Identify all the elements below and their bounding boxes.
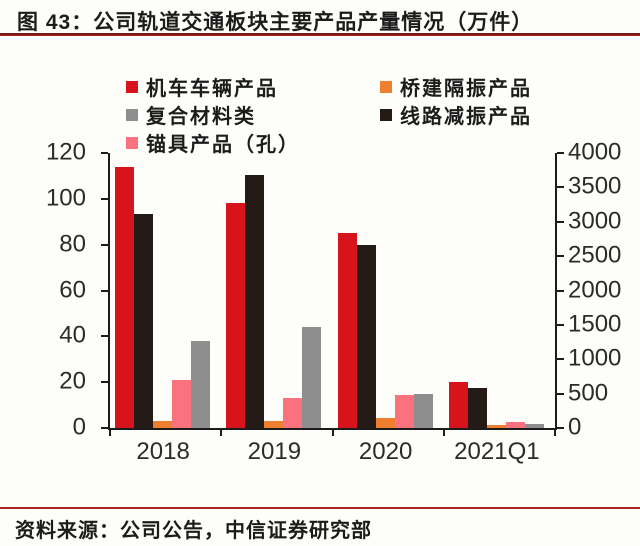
right-axis-tick-label: 0 [568,413,582,441]
bar-locomotive-rolling-stock-2019 [226,203,246,428]
legend-swatch-black [380,108,392,121]
x-axis-tick [442,430,445,436]
bar-anchorage-products-2020 [394,394,414,428]
right-axis-labels: 0 500 1000 1500 2000 2500 3000 3500 4000 [568,138,638,440]
figure-title: 图 43：公司轨道交通板块主要产品产量情况（万件） [17,11,534,34]
right-axis-tick [557,289,564,292]
left-axis-tick [101,197,108,200]
legend-label: 桥建隔振产品 [400,78,532,100]
left-axis-labels: 0 20 40 60 80 100 120 [0,138,86,440]
right-axis-tick-label: 1000 [568,344,622,372]
legend-swatch-gray [126,108,138,121]
left-axis-tick-label: 20 [59,367,86,395]
left-axis-tick-label: 100 [45,184,86,212]
chart-legend: 机车车辆产品 桥建隔振产品 复合材料类 线路减振产品 锚具产品（孔） [126,74,532,156]
right-axis-tick-label: 2500 [568,241,622,269]
right-axis-tick-label: 3000 [568,207,622,235]
legend-item-bridge-isolation: 桥建隔振产品 [380,74,532,100]
right-axis-tick [557,220,564,223]
bar-composite-materials-2020 [413,393,433,428]
legend-item-composite: 复合材料类 [126,102,380,128]
left-axis-tick-label: 80 [59,230,86,258]
legend-item-track-damping: 线路减振产品 [380,102,532,128]
left-axis-tick [101,335,108,338]
bar-track-vibration-damping-2019 [245,174,265,428]
bar-group-2020: 2020 [333,153,444,465]
x-axis-label-2020: 2020 [358,438,413,465]
bar-anchorage-products-2021Q1 [505,421,525,428]
bar-locomotive-rolling-stock-2018 [115,166,134,428]
bar-composite-materials-2021Q1 [524,423,544,428]
bar-group-2021Q1: 2021Q1 [444,153,555,465]
bar-bridge-vibration-isolation-2020 [375,417,395,428]
bar-group-2019: 2019 [221,153,332,465]
left-axis-tick-label: 60 [59,275,86,303]
right-axis-tick [557,392,564,395]
bar-bridge-vibration-isolation-2021Q1 [486,424,506,428]
bar-composite-materials-2018 [191,340,210,428]
bar-track-vibration-damping-2018 [134,213,153,428]
bar-group-2018: 2018 [110,153,221,465]
legend-label: 复合材料类 [146,106,256,128]
legend-item-locomotive: 机车车辆产品 [126,74,380,100]
right-axis-tick-label: 2000 [568,275,622,303]
legend-item-anchorage: 锚具产品（孔） [126,130,380,156]
left-axis-tick [101,427,108,429]
bar-anchorage-products-2018 [172,379,191,428]
legend-label: 线路减振产品 [400,106,532,128]
legend-swatch-red [126,80,138,93]
legend-swatch-orange [380,80,392,93]
left-axis-tick-label: 120 [45,138,86,166]
legend-swatch-pink [126,136,138,149]
bar-locomotive-rolling-stock-2021Q1 [448,382,468,428]
bar-track-vibration-damping-2020 [356,244,376,428]
legend-label: 机车车辆产品 [146,78,278,100]
right-axis-tick-label: 500 [568,379,609,407]
title-divider [0,33,640,36]
bar-locomotive-rolling-stock-2020 [337,233,357,428]
x-axis-label-2018: 2018 [136,438,190,465]
plot-area: 2018 2019 2020 2021Q1 [101,152,564,465]
bar-bridge-vibration-isolation-2019 [264,421,284,428]
right-axis-tick [557,427,564,429]
left-axis-tick [101,289,108,292]
x-axis-label-2019: 2019 [247,438,302,465]
right-axis-tick [557,358,564,361]
bar-composite-materials-2019 [302,327,322,428]
x-axis-tick [109,430,111,436]
right-axis-tick [557,323,564,326]
source-note: 资料来源：公司公告，中信证券研究部 [15,520,372,542]
right-axis-tick-label: 1500 [568,310,622,338]
legend-label: 锚具产品（孔） [146,134,300,156]
source-divider [0,507,640,509]
bar-bridge-vibration-isolation-2018 [153,421,172,428]
right-axis-tick [557,186,564,189]
right-axis-tick [557,152,564,154]
left-axis-tick-label: 0 [72,413,86,441]
left-axis-tick [101,243,108,246]
x-axis-tick [331,430,334,436]
bar-anchorage-products-2019 [283,398,303,428]
x-axis-tick [554,430,556,436]
right-axis-tick [557,255,564,258]
x-axis-label-2021Q1: 2021Q1 [454,438,540,465]
x-axis-tick [220,430,223,436]
left-axis-tick-label: 40 [59,321,86,349]
left-axis-tick [101,381,108,384]
right-axis-tick-label: 3500 [568,172,622,200]
bar-track-vibration-damping-2021Q1 [467,387,487,428]
left-axis-tick [101,152,108,154]
right-axis-tick-label: 4000 [568,138,622,166]
